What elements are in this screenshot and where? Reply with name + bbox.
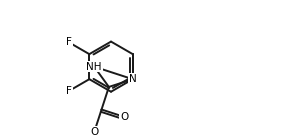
Text: N: N [129,74,137,84]
Text: F: F [66,86,72,96]
Text: F: F [66,37,72,47]
Text: O: O [120,112,128,122]
Text: NH: NH [86,62,102,72]
Text: O: O [90,127,98,137]
